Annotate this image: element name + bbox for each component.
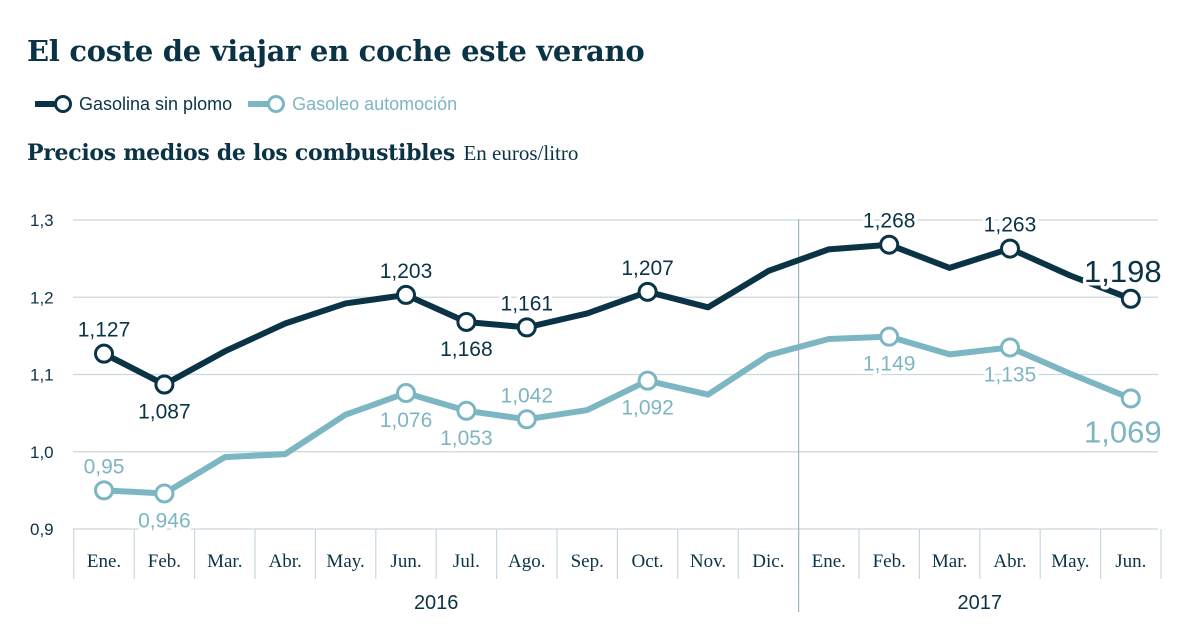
data-label: 1,203 (380, 260, 433, 283)
x-tick-label: May. (326, 551, 364, 572)
data-label: 0,95 (84, 455, 125, 478)
data-point-marker (1000, 337, 1020, 358)
data-label: 1,198 (1084, 254, 1162, 289)
data-label: 1,168 (440, 338, 493, 361)
x-tick-label: Jul. (453, 551, 480, 572)
data-label: 1,161 (501, 292, 554, 315)
data-label: 1,053 (440, 427, 493, 450)
legend: Gasolina sin plomo Gasoleo automoción (35, 90, 473, 118)
data-point-marker (396, 383, 416, 404)
series-line-1 (101, 333, 1134, 497)
x-tick-label: Mar. (932, 551, 967, 572)
data-label: 1,076 (380, 409, 433, 432)
legend-swatch-gasolina (35, 95, 72, 113)
data-point-marker (1120, 288, 1141, 309)
x-tick-label: Feb. (148, 551, 181, 572)
x-tick-label: Jun. (390, 551, 421, 572)
data-point-marker (396, 284, 416, 305)
year-label: 2017 (958, 592, 1003, 614)
data-label: 1,149 (863, 353, 916, 376)
y-tick-label: 1,3 (30, 211, 54, 230)
x-tick-label: Ene. (812, 551, 846, 572)
legend-item-gasoleo: Gasoleo automoción (248, 90, 457, 118)
data-label: 1,092 (621, 397, 674, 420)
legend-swatch-gasoleo (248, 95, 286, 113)
year-label: 2016 (414, 592, 459, 614)
data-point-marker (94, 343, 114, 364)
chart-title: El coste de viajar en coche este verano (27, 34, 645, 68)
y-tick-label: 1,1 (30, 366, 54, 385)
data-point-marker (456, 311, 477, 332)
x-tick-label: Jun. (1115, 551, 1146, 572)
y-tick-label: 1,0 (30, 443, 54, 462)
legend-item-gasolina: Gasolina sin plomo (35, 90, 232, 118)
subtitle-unit: En euros/litro (463, 141, 579, 165)
legend-label-gasoleo: Gasoleo automoción (292, 93, 458, 114)
x-tick-label: Mar. (207, 551, 242, 572)
data-label: 1,087 (138, 401, 191, 424)
data-point-marker (879, 234, 900, 255)
x-tick-label: Abr. (993, 551, 1026, 572)
x-tick-label: Oct. (632, 551, 664, 572)
data-label: 1,042 (501, 384, 554, 407)
chart-subtitle: Precios medios de los combustibles En eu… (27, 140, 578, 166)
x-tick-label: May. (1051, 551, 1089, 572)
data-point-marker (516, 317, 537, 338)
data-point-marker (456, 400, 477, 421)
data-label: 1,263 (984, 214, 1037, 237)
data-label: 0,946 (138, 509, 191, 532)
data-point-marker (516, 409, 537, 430)
subtitle-main: Precios medios de los combustibles (27, 140, 456, 166)
data-point-marker (1120, 388, 1141, 409)
data-point-marker (879, 326, 900, 347)
data-label: 1,127 (78, 319, 131, 342)
data-point-marker (637, 281, 658, 302)
data-point-marker (154, 483, 175, 504)
x-tick-label: Dic. (752, 551, 784, 572)
y-tick-label: 1,2 (30, 288, 54, 307)
data-label: 1,268 (863, 210, 916, 233)
x-tick-label: Ene. (87, 551, 121, 572)
data-label: 1,135 (984, 363, 1037, 386)
x-tick-label: Sep. (571, 551, 604, 572)
x-tick-label: Feb. (873, 551, 906, 572)
series-line-0 (101, 241, 1134, 388)
data-point-marker (154, 374, 175, 395)
data-label: 1,207 (621, 257, 674, 280)
x-tick-label: Ago. (508, 551, 545, 572)
data-point-marker (94, 480, 114, 501)
data-point-marker (1000, 238, 1020, 259)
data-point-marker (637, 370, 658, 391)
y-tick-label: 0,9 (30, 520, 54, 539)
data-label: 1,069 (1084, 414, 1162, 449)
x-tick-label: Abr. (269, 551, 302, 572)
x-tick-label: Nov. (690, 551, 726, 572)
legend-label-gasolina: Gasolina sin plomo (79, 93, 233, 114)
